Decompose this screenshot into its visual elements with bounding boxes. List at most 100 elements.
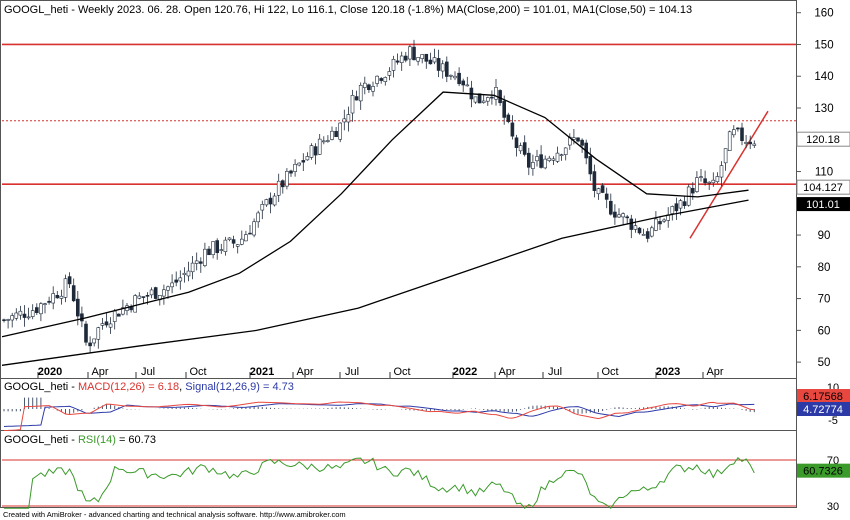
ma200-line (1, 199, 749, 366)
price-tick-label: 150 (814, 39, 833, 51)
time-tick-label: Apr (498, 366, 515, 378)
candle-body (256, 212, 261, 223)
candle-body (59, 295, 64, 299)
candle-body (641, 234, 646, 236)
candle-body (297, 162, 302, 166)
candle-body (104, 321, 109, 326)
candle-body (272, 195, 277, 206)
price-tick-label: 80 (818, 262, 831, 274)
candle-body (580, 139, 584, 146)
candle-body (699, 176, 703, 178)
candle-body (592, 171, 597, 191)
time-tick-label: Apr (91, 366, 108, 378)
candle-body (313, 146, 318, 156)
macd-label: MACD(12,26) = 6.18 (78, 381, 179, 393)
candle-body (526, 152, 531, 168)
candle-body (707, 181, 712, 184)
candle-body (346, 114, 351, 123)
candle-body (215, 240, 219, 254)
price-candles (2, 39, 757, 353)
candle-body (26, 316, 31, 319)
candle-body (112, 310, 117, 322)
candle-body (695, 177, 699, 192)
candle-body (43, 303, 47, 305)
candle-body (67, 276, 72, 285)
candle-body (498, 90, 502, 104)
candle-body (321, 140, 326, 143)
candle-body (617, 214, 621, 218)
candle-body (535, 156, 539, 162)
candle-body (92, 338, 96, 344)
price-tick-label: 60 (818, 325, 831, 337)
candle-body (141, 296, 146, 298)
candle-body (748, 141, 753, 145)
candle-body (629, 218, 634, 230)
candle-body (63, 278, 68, 298)
candle-body (711, 179, 716, 184)
signal-label: Signal(12,26,9) = 4.73 (185, 381, 294, 393)
price-tick-label: 140 (814, 71, 833, 83)
macd-header-name: GOOGL_heti - (4, 381, 78, 393)
candle-body (145, 294, 150, 297)
candle-body (227, 237, 232, 240)
candle-body (645, 231, 650, 239)
candle-body (285, 171, 289, 187)
rsi-tag: 60.7326 (803, 466, 843, 478)
time-tick-label: 2022 (453, 366, 477, 378)
price-tick-label: 90 (818, 230, 831, 242)
candle-body (604, 193, 609, 200)
candle-body (108, 323, 113, 328)
time-tick-label: Oct (189, 366, 206, 378)
candle-body (449, 74, 453, 77)
candle-body (506, 114, 511, 122)
candle-body (153, 287, 158, 299)
candle-body (182, 272, 187, 276)
rsi-line (4, 456, 755, 510)
candle-body (47, 300, 51, 303)
candle-body (34, 307, 39, 314)
candle-body (51, 293, 56, 304)
candle-body (588, 156, 593, 175)
candle-body (305, 156, 310, 161)
candle-body (621, 213, 625, 218)
candle-body (572, 137, 576, 140)
candle-body (740, 127, 744, 141)
signal-tag: 4.72774 (803, 404, 843, 416)
candle-body (502, 100, 507, 118)
candle-body (240, 238, 244, 245)
macd-tag: 6.17568 (803, 391, 843, 403)
candle-body (338, 122, 343, 140)
candle-body (375, 75, 379, 84)
rsi-label: RSI(14) (78, 434, 116, 446)
candle-body (293, 163, 297, 172)
price-panel-frame (0, 0, 797, 379)
candle-body (744, 142, 748, 144)
candle-body (76, 298, 80, 317)
candle-body (379, 78, 384, 81)
candle-body (662, 219, 666, 222)
price-tick-label: 130 (814, 103, 833, 115)
candle-body (649, 227, 654, 237)
macd-tag-bg (797, 389, 850, 403)
candle-body (674, 203, 679, 212)
candle-body (170, 282, 174, 288)
candle-body (367, 84, 371, 91)
candle-body (596, 188, 601, 195)
candle-body (514, 137, 519, 148)
candle-body (71, 285, 76, 302)
candle-body (55, 295, 60, 299)
macd-plot: 105-5 (3, 382, 839, 431)
candle-body (613, 211, 617, 218)
candle-body (453, 75, 457, 79)
candle-body (149, 289, 154, 296)
candle-body (383, 77, 388, 82)
candle-body (723, 148, 728, 164)
candle-body (608, 200, 613, 215)
price-header: GOOGL_heti - Weekly 2023. 06. 28. Open 1… (4, 4, 692, 16)
candle-body (174, 279, 178, 283)
candle-body (100, 323, 105, 326)
rsi-header: GOOGL_heti - RSI(14) = 60.73 (4, 434, 156, 446)
macd-sep: , (179, 381, 185, 393)
